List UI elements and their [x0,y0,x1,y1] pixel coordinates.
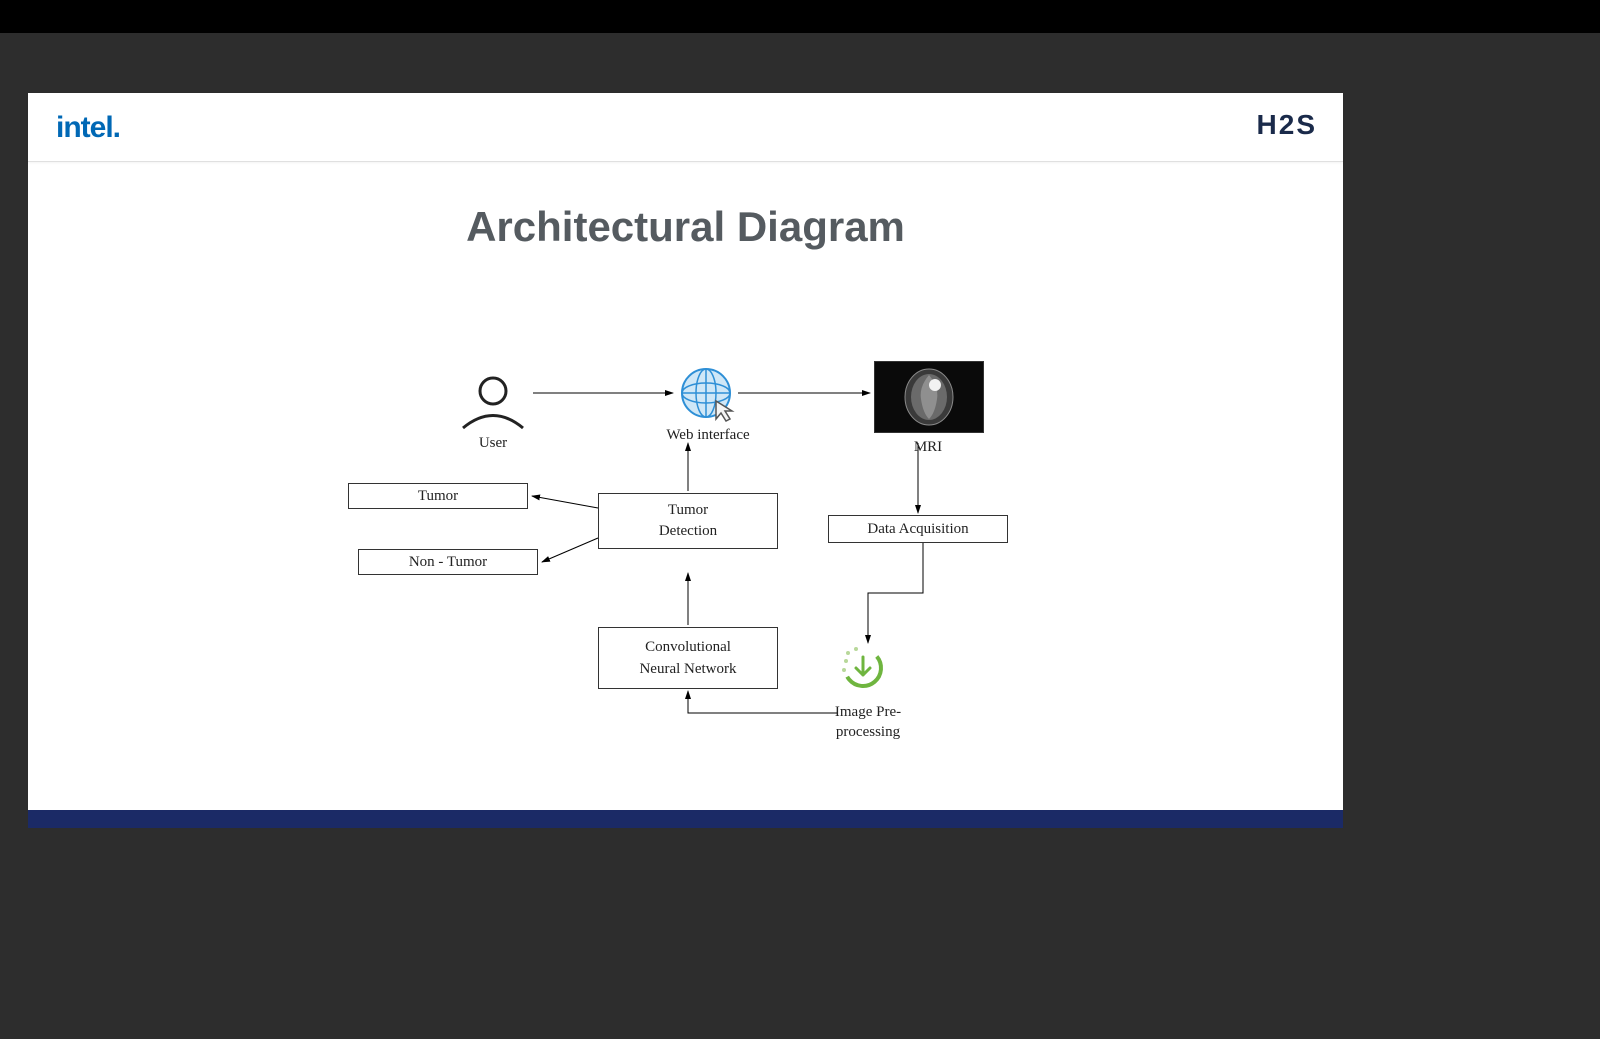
non-tumor-box-label: Non - Tumor [409,554,487,571]
slide: intel. H2S Architectural Diagram [28,93,1343,810]
presentation-viewport: intel. H2S Architectural Diagram [0,33,1600,1039]
tumor-detection-line1: Tumor [659,500,717,521]
mri-label: MRI [868,439,988,456]
tumor-detection-line2: Detection [659,521,717,542]
preprocessing-line2: processing [808,723,928,743]
web-interface-label: Web interface [638,427,778,444]
data-acquisition-label: Data Acquisition [867,521,968,538]
architecture-diagram: User Web interface [308,343,1068,783]
user-icon [453,373,533,433]
slide-title: Architectural Diagram [28,203,1343,251]
globe-icon [678,367,738,423]
cnn-line2: Neural Network [639,658,736,681]
slide-bottom-bar [28,810,1343,828]
cnn-box: Convolutional Neural Network [598,627,778,689]
intel-logo: intel. [56,111,120,145]
non-tumor-box: Non - Tumor [358,549,538,575]
mri-image [874,361,984,433]
preprocessing-label: Image Pre- processing [808,703,928,742]
slide-header: intel. H2S [28,93,1343,162]
user-label: User [433,435,553,452]
h2s-logo: H2S [1257,109,1317,141]
preprocessing-icon [838,643,888,693]
h2s-logo-text: H2S [1257,109,1317,140]
tumor-detection-box: Tumor Detection [598,493,778,549]
tumor-box-label: Tumor [418,488,458,505]
tumor-box: Tumor [348,483,528,509]
intel-logo-dot: . [113,111,120,144]
intel-logo-text: intel [56,111,113,144]
cnn-line1: Convolutional [639,636,736,659]
data-acquisition-box: Data Acquisition [828,515,1008,543]
preprocessing-line1: Image Pre- [808,703,928,723]
